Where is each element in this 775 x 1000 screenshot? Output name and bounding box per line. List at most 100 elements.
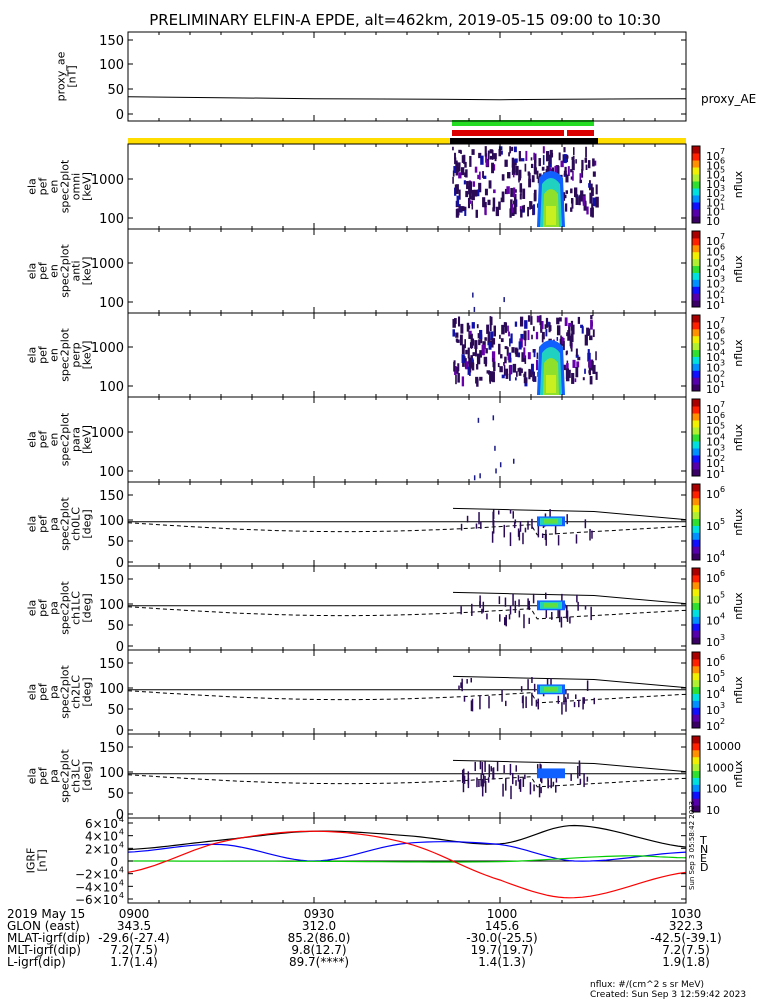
pitch-angle-speckle: [522, 532, 524, 545]
spectrogram-speckle: [577, 316, 581, 324]
spectrogram-speckle: [531, 334, 533, 340]
pitch-angle-speckle: [466, 679, 468, 684]
pitch-angle-speckle: [511, 772, 514, 785]
flux-band-inner: [544, 603, 558, 608]
spectrogram-speckle: [454, 157, 457, 165]
pitch-angle-speckle: [561, 702, 563, 715]
spectrogram-speckle: [499, 462, 502, 468]
y-axis-label-line: [keV]: [81, 341, 94, 370]
spectrogram-speckle: [545, 151, 550, 162]
spectrogram-speckle: [540, 323, 542, 331]
y-axis-label-line: [keV]: [81, 172, 94, 201]
spectrogram-speckle: [487, 199, 491, 206]
colorbar-segment: [692, 700, 700, 708]
colorbar-tick-exponent: 4: [720, 433, 725, 442]
pitch-angle-speckle: [518, 610, 521, 618]
colorbar-segment: [692, 342, 700, 351]
igrf-D-line: [127, 830, 687, 899]
y-tick-label: 100: [99, 296, 124, 311]
spectrogram-speckle: [580, 324, 584, 328]
colorbar-tick-label: 10000: [706, 740, 741, 753]
colorbar-segment: [692, 434, 700, 442]
colorbar-tick-exponent: 7: [720, 232, 725, 241]
y-axis-label-line: [keV]: [81, 425, 94, 454]
spectrogram-speckle: [491, 338, 496, 345]
spectrogram-speckle: [501, 174, 505, 181]
spectrogram-speckle: [556, 325, 561, 336]
pitch-angle-speckle: [486, 613, 488, 620]
panel-stack: proxy_ae[nT]150100500proxy_AEelapefenspe…: [25, 31, 756, 907]
spectrogram-speckle: [511, 157, 515, 168]
y-axis-label-line: [nT]: [66, 65, 79, 87]
spectrogram-speckle: [515, 371, 518, 377]
colorbar-tick-exponent: 2: [720, 193, 725, 202]
colorbar-frame: [691, 567, 701, 645]
spectrogram-speckle: [530, 163, 534, 169]
colorbar-segment: [692, 272, 700, 280]
spectrogram-speckle: [469, 189, 472, 200]
spectrogram-speckle: [485, 153, 488, 163]
colorbar-segment: [692, 749, 700, 758]
colorbar-tick-label: 10: [706, 656, 720, 669]
spectrogram-speckle: [478, 339, 481, 346]
spectrogram-speckle: [464, 172, 467, 178]
spectrogram-speckle: [461, 155, 466, 163]
spectrogram-speckle: [478, 182, 482, 193]
science-zone-bar-green: [452, 120, 594, 126]
y-axis-label: elapefenspec2plotanti[keV]: [26, 244, 94, 298]
ephemeris-value: 9.8(12.7): [291, 943, 346, 957]
y-tick-exponent: 4: [119, 828, 124, 837]
y-axis-label-line: ch0LC: [70, 507, 83, 541]
spectrogram-speckle: [590, 319, 593, 330]
spectrogram-speckle: [471, 200, 473, 206]
spectrogram-speckle: [456, 195, 460, 207]
colorbar-tick-label: 10: [706, 178, 720, 191]
panel-frame: [127, 312, 687, 398]
colorbar-segment: [692, 609, 700, 617]
spectrogram-speckle: [465, 361, 469, 370]
spectrogram-speckle: [572, 170, 574, 181]
y-tick-label: 150: [99, 741, 124, 756]
spectrogram-speckle: [453, 361, 456, 372]
y-axis-label-line: spec2plot: [59, 497, 72, 551]
colorbar-segment: [692, 448, 700, 456]
colorbar-segment: [692, 300, 700, 308]
spectrogram-speckle: [469, 155, 472, 167]
colorbar-segment: [692, 504, 700, 513]
spectrogram-speckle: [595, 184, 598, 195]
spectrogram-speckle: [581, 159, 584, 171]
panel-frame: [127, 396, 687, 483]
colorbar-segment: [692, 679, 700, 688]
spectrogram-speckle: [472, 181, 476, 187]
colorbar-segment: [692, 511, 700, 520]
spectrogram-speckle: [509, 338, 511, 347]
spectrogram-speckle: [512, 187, 516, 198]
spectrogram-speckle: [479, 473, 481, 479]
y-axis-label-line: ela: [26, 600, 39, 617]
colorbar-segment: [692, 209, 700, 217]
spectrogram-speckle: [507, 353, 510, 361]
pitch-angle-speckle: [503, 617, 506, 626]
spectrogram-speckle: [488, 342, 492, 350]
spectrogram-speckle: [530, 157, 533, 161]
spectrogram-speckle: [493, 361, 496, 372]
spectrogram-speckle: [580, 190, 584, 200]
colorbar-segment: [692, 251, 700, 260]
spectrogram-speckle: [585, 164, 588, 170]
y-axis-label-line: proxy_ae: [55, 51, 68, 101]
colorbar-segment: [692, 462, 700, 470]
spectrogram-speckle: [455, 332, 459, 338]
pitch-angle-speckle: [488, 696, 490, 709]
spectrogram-speckle: [549, 167, 552, 172]
y-axis-label-line: pef: [37, 598, 50, 617]
pitch-angle-speckle: [577, 766, 579, 779]
spectrogram-speckle: [507, 172, 511, 179]
spectrogram-speckle: [455, 160, 458, 168]
spectrogram-speckle: [587, 328, 591, 336]
colorbar-tick-exponent: 2: [720, 454, 725, 463]
colorbar-tick-exponent: 1: [720, 465, 725, 474]
y-tick-label: 100: [99, 58, 124, 73]
spectrogram-speckle: [479, 350, 482, 358]
pitch-angle-speckle: [501, 689, 503, 702]
